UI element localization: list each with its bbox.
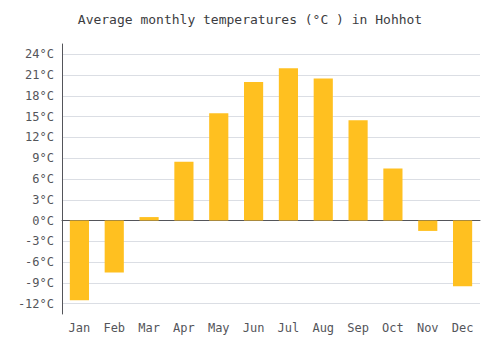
svg-text:Dec: Dec bbox=[452, 321, 474, 335]
svg-text:Jan: Jan bbox=[69, 321, 91, 335]
svg-text:May: May bbox=[208, 321, 230, 335]
svg-text:12°C: 12°C bbox=[25, 130, 54, 144]
svg-text:-12°C: -12°C bbox=[18, 297, 54, 311]
svg-text:15°C: 15°C bbox=[25, 110, 54, 124]
svg-text:18°C: 18°C bbox=[25, 89, 54, 103]
svg-text:Nov: Nov bbox=[417, 321, 439, 335]
svg-text:9°C: 9°C bbox=[32, 151, 54, 165]
svg-text:24°C: 24°C bbox=[25, 47, 54, 61]
svg-text:Average monthly temperatures (: Average monthly temperatures (°C ) in Ho… bbox=[78, 12, 422, 27]
svg-text:Mar: Mar bbox=[138, 321, 160, 335]
svg-text:21°C: 21°C bbox=[25, 68, 54, 82]
svg-text:-3°C: -3°C bbox=[25, 234, 54, 248]
svg-text:Aug: Aug bbox=[312, 321, 334, 335]
svg-text:Feb: Feb bbox=[103, 321, 125, 335]
svg-text:Jun: Jun bbox=[243, 321, 265, 335]
svg-text:0°C: 0°C bbox=[32, 214, 54, 228]
svg-text:Jul: Jul bbox=[278, 321, 300, 335]
svg-text:-9°C: -9°C bbox=[25, 276, 54, 290]
svg-text:Sep: Sep bbox=[347, 321, 369, 335]
svg-text:Apr: Apr bbox=[173, 321, 195, 335]
svg-text:3°C: 3°C bbox=[32, 193, 54, 207]
svg-text:-6°C: -6°C bbox=[25, 255, 54, 269]
svg-text:Oct: Oct bbox=[382, 321, 404, 335]
svg-text:6°C: 6°C bbox=[32, 172, 54, 186]
